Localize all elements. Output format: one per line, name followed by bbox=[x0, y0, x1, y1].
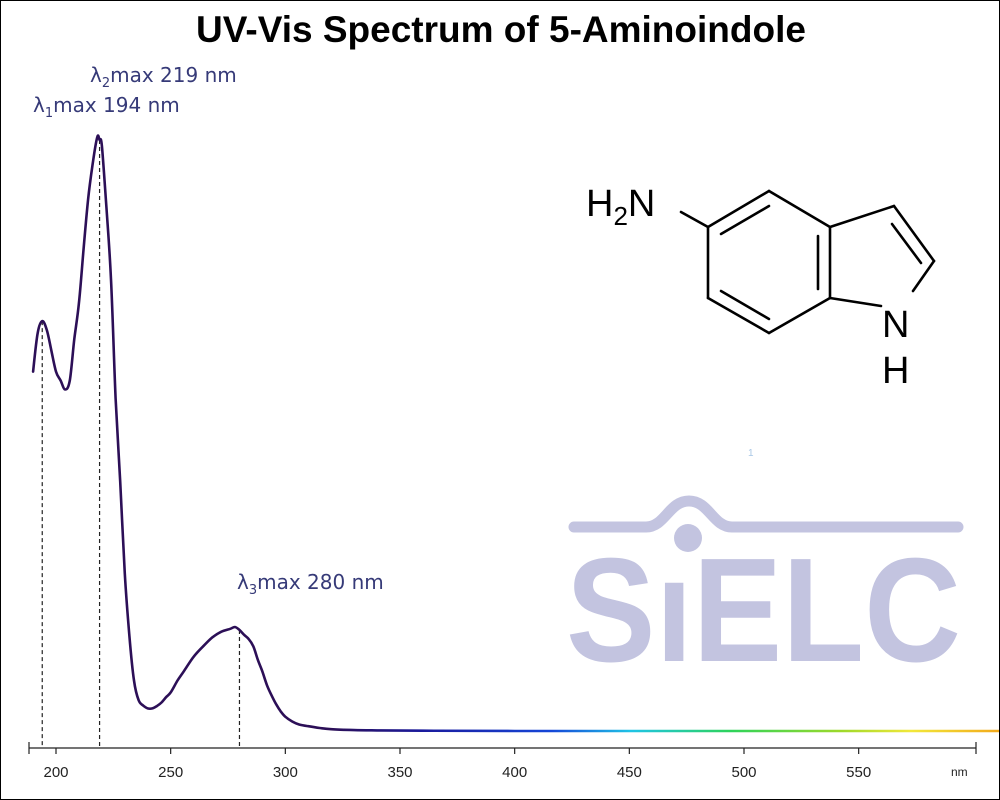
bond bbox=[706, 189, 771, 229]
peak-label-lambda1: λ1max 194 nm bbox=[33, 93, 180, 121]
bond-inner bbox=[719, 204, 771, 236]
x-tick-label: 250 bbox=[158, 764, 183, 781]
x-tick-label: 500 bbox=[731, 764, 756, 781]
amine-label: H2N bbox=[586, 183, 655, 231]
bond bbox=[892, 204, 936, 263]
peak-label-lambda2: λ2max 219 nm bbox=[90, 63, 237, 91]
bond bbox=[679, 210, 710, 229]
ring-n-label: N bbox=[882, 304, 909, 346]
bond bbox=[767, 296, 832, 335]
bond bbox=[828, 296, 883, 308]
x-tick-label: 550 bbox=[846, 764, 871, 781]
peak-label-lambda3: λ3max 280 nm bbox=[237, 570, 384, 598]
x-axis-ticks: 200 250 300 350 400 450 500 550 bbox=[28, 742, 977, 781]
bond-inner bbox=[719, 289, 771, 321]
x-tick-label: 350 bbox=[387, 764, 412, 781]
logo-i-dot bbox=[674, 524, 702, 552]
bond bbox=[767, 189, 832, 229]
bond bbox=[911, 259, 936, 293]
x-tick-label: 300 bbox=[273, 764, 298, 781]
x-tick-label: 450 bbox=[617, 764, 642, 781]
bond bbox=[828, 204, 896, 229]
molecule-structure bbox=[679, 189, 936, 335]
stray-mark: 1 bbox=[748, 448, 754, 459]
x-tick-label: 400 bbox=[502, 764, 527, 781]
peak-marker-lines bbox=[41, 139, 241, 748]
amine-h: H bbox=[586, 183, 613, 225]
x-tick-label: 200 bbox=[43, 764, 68, 781]
amine-sub: 2 bbox=[613, 201, 627, 231]
bond-inner bbox=[890, 222, 923, 265]
logo-wave bbox=[568, 495, 964, 533]
x-axis-unit: nm bbox=[951, 765, 968, 779]
bond bbox=[706, 296, 771, 335]
sielc-logo: SıELC bbox=[566, 495, 964, 693]
ring-h-label: H bbox=[882, 350, 909, 392]
logo-text: SıELC bbox=[566, 528, 961, 693]
chart-title: UV-Vis Spectrum of 5-Aminoindole bbox=[196, 9, 806, 50]
spectrum-line bbox=[31, 134, 999, 733]
amine-n: N bbox=[628, 183, 655, 225]
